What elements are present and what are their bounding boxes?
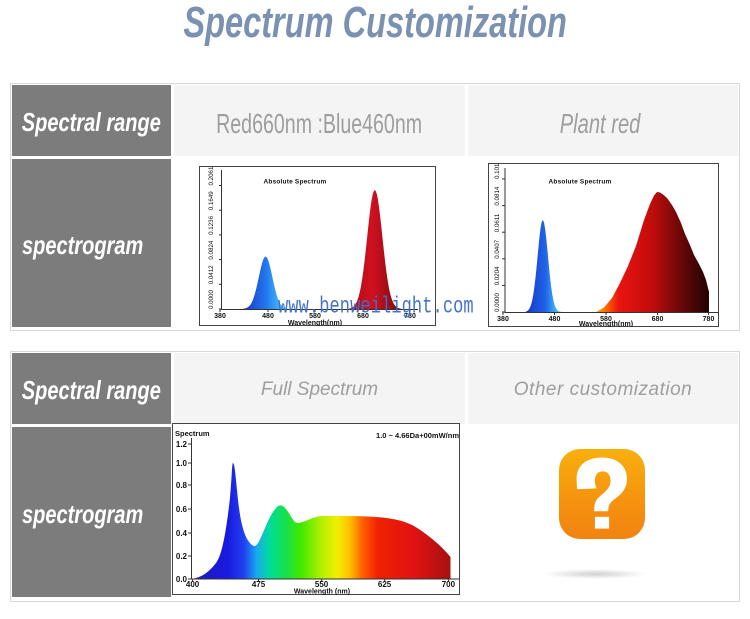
svg-text:Wavelength(nm): Wavelength(nm) [288,320,342,326]
svg-text:380: 380 [214,313,226,320]
svg-text:680: 680 [652,316,664,323]
svg-text:1.2: 1.2 [176,440,188,449]
svg-text:0.0407: 0.0407 [494,239,501,258]
svg-text:0.6: 0.6 [176,505,188,514]
svg-text:0.2061: 0.2061 [208,166,215,185]
svg-text:0.0412: 0.0412 [208,265,215,284]
svg-text:1.0 ~ 4.66Da+00mW/nm: 1.0 ~ 4.66Da+00mW/nm [376,431,459,440]
svg-text:780: 780 [703,316,715,323]
svg-text:580: 580 [600,316,612,323]
svg-text:0.8: 0.8 [176,481,188,490]
svg-text:475: 475 [252,580,266,589]
svg-text:0.1018: 0.1018 [494,163,501,179]
svg-text:Absolute Spectrum: Absolute Spectrum [264,179,327,186]
svg-text:0.4: 0.4 [176,529,188,538]
svg-text:Wavelength(nm): Wavelength(nm) [579,321,633,327]
svg-text:700: 700 [442,580,456,589]
svg-text:0.0824: 0.0824 [208,240,215,259]
svg-text:0.0204: 0.0204 [494,266,501,285]
svg-text:680: 680 [357,313,369,320]
svg-text:625: 625 [378,580,392,589]
svg-text:380: 380 [497,316,509,323]
svg-text:Absolute Spectrum: Absolute Spectrum [549,179,612,186]
svg-text:0.0000: 0.0000 [494,293,501,312]
svg-text:1.0: 1.0 [176,459,188,468]
svg-text:0.0611: 0.0611 [494,213,501,232]
svg-text:780: 780 [404,313,416,320]
svg-text:Spectrum: Spectrum [175,429,210,438]
svg-text:Wavelength (nm): Wavelength (nm) [294,589,350,596]
svg-text:0.0: 0.0 [176,575,188,584]
svg-text:0.2: 0.2 [176,552,188,561]
svg-text:480: 480 [262,313,274,320]
svg-text:0.0000: 0.0000 [208,290,215,309]
svg-text:480: 480 [549,316,561,323]
svg-text:0.1649: 0.1649 [208,191,215,210]
svg-text:0.1236: 0.1236 [208,215,215,234]
svg-text:550: 550 [315,580,329,589]
svg-text:400: 400 [186,580,200,589]
svg-text:0.0814: 0.0814 [494,186,501,205]
svg-text:580: 580 [309,313,321,320]
